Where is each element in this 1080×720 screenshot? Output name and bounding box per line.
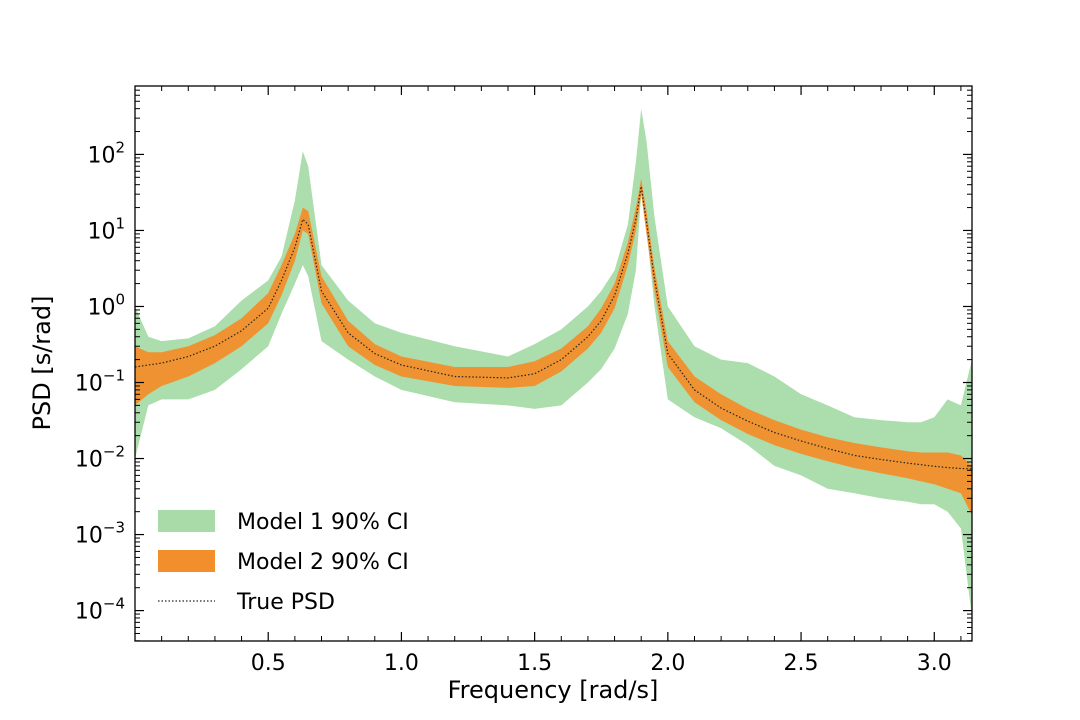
legend-label-0: Model 1 90% CI	[237, 510, 409, 535]
x-tick-label: 2.0	[650, 651, 685, 676]
x-tick-label: 2.5	[784, 651, 819, 676]
y-tick-label: 10−3	[75, 519, 125, 549]
y-tick-label: 101	[87, 214, 125, 244]
axis-ticks	[135, 86, 972, 642]
axis-tick-labels: 0.5 1.0 1.5 2.0 2.5 3.0 102 101 100 10−1 10−2 10−3 1…	[75, 138, 952, 676]
legend-label-1: Model 2 90% CI	[237, 550, 409, 575]
y-tick-label: 100	[87, 290, 125, 320]
y-tick-label: 10−4	[75, 595, 125, 625]
y-tick-label: 102	[87, 138, 125, 168]
x-tick-label: 0.5	[251, 651, 286, 676]
plot-frame	[134, 85, 973, 642]
legend: Model 1 90% CI Model 2 90% CI True PSD	[158, 510, 409, 615]
x-tick-label: 1.0	[384, 651, 419, 676]
true-psd-line	[135, 186, 972, 470]
legend-swatch-0	[158, 510, 215, 532]
y-tick-label: 10−2	[75, 443, 125, 473]
y-tick-label: 10−1	[75, 367, 125, 397]
band-1	[135, 178, 972, 516]
legend-swatch-1	[158, 550, 215, 572]
x-tick-label: 3.0	[917, 651, 952, 676]
x-tick-label: 1.5	[517, 651, 552, 676]
legend-label-2: True PSD	[236, 590, 335, 615]
x-axis-label: Frequency [rad/s]	[448, 676, 659, 704]
plot-area	[135, 108, 972, 618]
y-axis-label: PSD [s/rad]	[28, 296, 56, 431]
